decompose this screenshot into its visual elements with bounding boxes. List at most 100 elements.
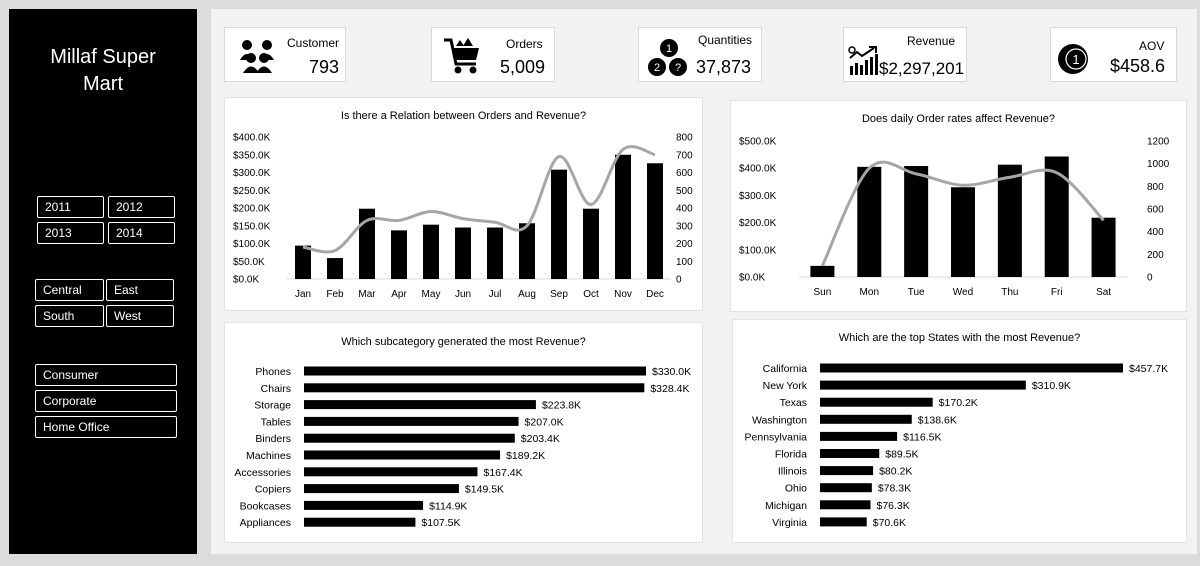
- x-tick-label: Dec: [646, 289, 664, 300]
- subcategory-chart: Phones $330.0K Chairs $328.4K Storage $223.8K…: [234, 366, 691, 529]
- kpi-card-quantities: 1 2 ? Quantities 37,873: [638, 27, 762, 82]
- people-icon: [240, 40, 274, 73]
- bar-apr: [391, 230, 407, 279]
- y-right-tick-label: 400: [676, 204, 693, 215]
- kpi-value-aov: $458.6: [1110, 56, 1166, 76]
- bar-appliances: [304, 517, 416, 527]
- category-label: Tables: [261, 416, 291, 428]
- category-label: Texas: [780, 397, 807, 409]
- year-slicer-2012[interactable]: 2012: [108, 196, 175, 218]
- bar-ohio: [820, 483, 872, 493]
- year-slicer-2011[interactable]: 2011: [37, 196, 104, 218]
- x-tick-label: Sat: [1096, 287, 1111, 298]
- category-label: Chairs: [261, 383, 291, 395]
- category-label: Copiers: [255, 484, 291, 496]
- monthly-chart: $0.0K $50.0K $100.0K $150.0K $200.0K $250.0K $…: [233, 133, 693, 301]
- cart-icon: [444, 38, 479, 74]
- sidebar: Millaf Super Mart 2011 2012 2013 2014 Ce…: [9, 9, 197, 554]
- data-label: $310.9K: [1032, 380, 1071, 392]
- segment-slicer-home-office[interactable]: Home Office: [35, 416, 177, 438]
- region-slicer-west[interactable]: West: [106, 305, 174, 327]
- x-tick-label: Jan: [295, 289, 311, 300]
- data-label: $80.2K: [879, 466, 912, 478]
- x-tick-label: Feb: [326, 289, 344, 300]
- x-tick-label: Apr: [391, 289, 407, 300]
- dashboard-title: Millaf Super Mart: [9, 44, 197, 98]
- year-slicer-2014[interactable]: 2014: [108, 222, 175, 244]
- bar-sun: [810, 265, 835, 277]
- data-label: $203.4K: [521, 433, 560, 445]
- data-label: $207.0K: [525, 416, 564, 428]
- x-tick-label: Nov: [614, 289, 632, 300]
- states-chart-title: Which are the top States with the most R…: [838, 332, 1081, 344]
- category-label: Florida: [775, 449, 807, 461]
- segment-slicer-corporate[interactable]: Corporate: [35, 390, 177, 412]
- bar-washington: [820, 414, 912, 424]
- y-right-tick-label: 1200: [1147, 137, 1170, 148]
- bar-oct: [583, 208, 599, 279]
- bar-mar: [359, 208, 375, 279]
- kpi-card-customer: Customer 793: [224, 27, 346, 82]
- x-tick-label: Fri: [1051, 287, 1063, 298]
- x-tick-label: Sun: [814, 287, 832, 298]
- bar-fri: [1044, 156, 1069, 277]
- svg-text:?: ?: [675, 62, 681, 74]
- weekday-chart: $0.0K $100.0K $200.0K $300.0K $400.0K $500.0K…: [739, 137, 1170, 299]
- data-label: $149.5K: [465, 484, 504, 496]
- states-chart-panel: Which are the top States with the most R…: [732, 319, 1187, 543]
- y-left-tick-label: $200.0K: [739, 218, 777, 229]
- bar-phones: [304, 366, 646, 376]
- numbered-circles-icon: 1 2 ?: [648, 39, 687, 76]
- bar-binders: [304, 433, 515, 443]
- bar-jan: [295, 245, 311, 279]
- category-label: Storage: [254, 400, 291, 412]
- y-left-tick-label: $150.0K: [233, 221, 271, 232]
- kpi-value-customer: 793: [309, 57, 340, 77]
- y-right-tick-label: 300: [676, 221, 693, 232]
- bar-tables: [304, 416, 519, 426]
- kpi-value-orders: 5,009: [500, 57, 546, 77]
- bar-sat: [1091, 217, 1116, 277]
- y-left-tick-label: $0.0K: [233, 275, 259, 286]
- bar-virginia: [820, 517, 867, 527]
- x-tick-label: Mon: [860, 287, 879, 298]
- category-label: Appliances: [240, 517, 291, 529]
- y-right-tick-label: 0: [676, 275, 682, 286]
- bar-machines: [304, 450, 501, 460]
- bar-michigan: [820, 500, 871, 510]
- category-label: Pennsylvania: [745, 431, 808, 443]
- y-right-tick-label: 500: [676, 186, 693, 197]
- weekday-chart-panel: Does daily Order rates affect Revenue? $…: [730, 100, 1187, 312]
- bar-copiers: [304, 484, 459, 494]
- x-tick-label: Thu: [1001, 287, 1018, 298]
- bar-accessories: [304, 467, 478, 477]
- region-slicer-central[interactable]: Central: [35, 279, 104, 301]
- bar-aug: [519, 223, 535, 279]
- y-left-tick-label: $0.0K: [739, 273, 765, 284]
- region-slicer-south[interactable]: South: [35, 305, 104, 327]
- segment-slicer-consumer[interactable]: Consumer: [35, 364, 177, 386]
- y-right-tick-label: 700: [676, 150, 693, 161]
- svg-text:1: 1: [666, 43, 672, 55]
- data-label: $78.3K: [878, 483, 911, 495]
- y-left-tick-label: $350.0K: [233, 150, 271, 161]
- data-label: $138.6K: [918, 414, 957, 426]
- data-label: $76.3K: [877, 500, 910, 512]
- y-left-tick-label: $400.0K: [739, 164, 777, 175]
- y-right-tick-label: 800: [1147, 182, 1164, 193]
- kpi-card-revenue: Revenue $2,297,201: [843, 27, 967, 82]
- data-label: $457.7K: [1129, 363, 1168, 375]
- category-label: Virginia: [772, 517, 807, 529]
- data-label: $223.8K: [542, 400, 581, 412]
- bar-wed: [951, 187, 975, 277]
- y-right-tick-label: 800: [676, 133, 693, 144]
- bar-nov: [615, 154, 631, 279]
- bar-illinois: [820, 466, 874, 476]
- y-right-tick-label: 200: [1147, 250, 1164, 261]
- kpi-label-orders: Orders: [506, 37, 543, 51]
- region-slicer-east[interactable]: East: [106, 279, 174, 301]
- year-slicer-2013[interactable]: 2013: [37, 222, 104, 244]
- x-tick-label: May: [422, 289, 441, 300]
- y-right-tick-label: 200: [676, 239, 693, 250]
- category-label: Washington: [752, 414, 807, 426]
